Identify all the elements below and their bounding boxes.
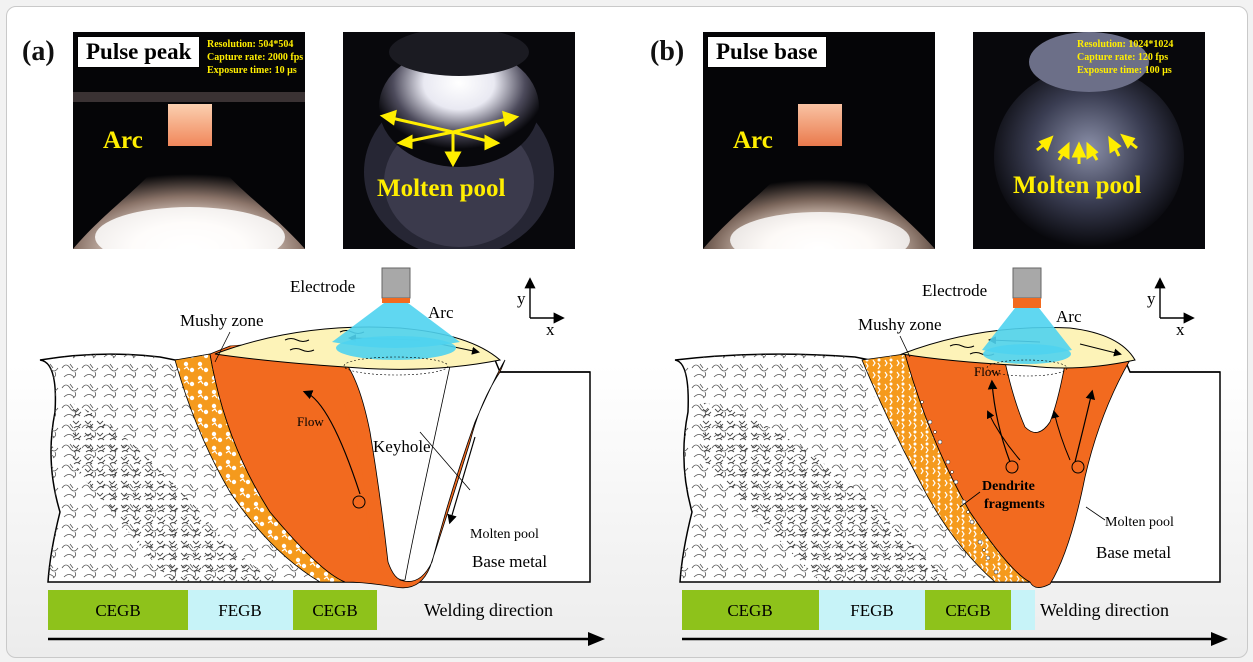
weld-diagram-a: y x Electrode Arc Mushy zone Flow Keyhol…: [39, 267, 605, 646]
axis-x-label: x: [546, 320, 555, 339]
panel-label-a: (a): [22, 36, 55, 67]
grain-band-cegb-2: [293, 590, 377, 630]
welding-direction-label: Welding direction: [1040, 600, 1169, 620]
camera-exposure: Exposure time: 10 µs: [207, 65, 297, 76]
electrode-label: Electrode: [922, 281, 987, 300]
grain-band-cegb-1: [682, 590, 819, 630]
photo-arc-label: Arc: [103, 127, 143, 154]
camera-exposure: Exposure time: 100 µs: [1077, 65, 1172, 76]
pool-photo-b: Resolution: 1024*1024 Capture rate: 120 …: [973, 32, 1205, 249]
molten-pool-label: Molten pool: [1105, 515, 1174, 530]
base-metal-label: Base metal: [1096, 543, 1171, 562]
keyhole-label: Keyhole: [373, 437, 431, 456]
axis-y-label: y: [1147, 289, 1156, 308]
grain-band-label: CEGB: [312, 601, 357, 620]
photo-pool-label: Molten pool: [377, 175, 506, 202]
camera-resolution: Resolution: 504*504: [207, 39, 294, 50]
flow-label: Flow: [974, 364, 1001, 379]
weld-diagram-b: y x Electrode Arc Mushy zone Flow Dendri…: [674, 267, 1228, 646]
grain-band-cegb-1: [48, 590, 188, 630]
camera-capture-rate: Capture rate: 2000 fps: [207, 52, 304, 63]
camera-capture-rate: Capture rate: 120 fps: [1077, 52, 1169, 63]
columnar-grain-region: [675, 354, 990, 582]
axis-y-label: y: [517, 289, 526, 308]
base-metal-label: Base metal: [472, 552, 547, 571]
arc-cone: [332, 303, 460, 348]
dendrite-label-line2: fragments: [984, 497, 1045, 512]
arc-photo-graphic: [703, 32, 935, 249]
grain-band-fegb: [819, 590, 925, 630]
dendrite-label-line1: Dendrite: [982, 479, 1035, 494]
grain-band-fegb: [188, 590, 293, 630]
xy-axes: [524, 277, 565, 324]
mushy-zone-label: Mushy zone: [858, 315, 942, 334]
xy-axes: [1154, 277, 1195, 324]
dendrite-fragments: [920, 400, 999, 575]
arc-label: Arc: [1056, 307, 1082, 326]
pool-photo-graphic: [343, 32, 575, 249]
arc-cone: [982, 308, 1072, 355]
electrode-label: Electrode: [290, 277, 355, 296]
flow-arrow: [302, 390, 361, 495]
axis-x-label: x: [1176, 320, 1185, 339]
flow-arrow: [987, 379, 1011, 463]
grain-band-label: CEGB: [727, 601, 772, 620]
welding-direction-label: Welding direction: [424, 600, 553, 620]
pool-photo-graphic: [973, 32, 1205, 249]
grain-band-label: FEGB: [218, 601, 261, 620]
flow-arrows: [379, 109, 520, 168]
arc-label: Arc: [428, 303, 454, 322]
panel-label-b: (b): [650, 36, 685, 67]
panel-a: (a) Pulse peak Resol: [0, 0, 620, 662]
pulse-state-label: Pulse base: [707, 36, 827, 68]
arc-photo-graphic: [73, 32, 305, 249]
flow-label: Flow: [297, 414, 324, 429]
arc-photo-a: Pulse peak Resolution: 504*504 Capture r…: [73, 32, 305, 249]
grain-band-label: FEGB: [850, 601, 893, 620]
grain-band-label: CEGB: [945, 601, 990, 620]
pool-photo-a: Molten pool: [343, 32, 575, 249]
molten-pool-label: Molten pool: [470, 527, 539, 542]
camera-resolution: Resolution: 1024*1024: [1077, 39, 1174, 50]
flow-arrows: [1036, 133, 1138, 164]
mushy-zone-label: Mushy zone: [180, 311, 264, 330]
pulse-state-label: Pulse peak: [77, 36, 201, 68]
grain-band-cegb-2: [925, 590, 1011, 630]
electrode: [1012, 267, 1042, 299]
camera-info: Resolution: 1024*1024 Capture rate: 120 …: [1077, 38, 1173, 77]
grain-band-label: CEGB: [95, 601, 140, 620]
arc-photo-b: Pulse base Arc: [703, 32, 935, 249]
camera-info: Resolution: 504*504 Capture rate: 2000 f…: [207, 38, 303, 77]
photo-pool-label: Molten pool: [1013, 172, 1142, 199]
photo-arc-label: Arc: [733, 127, 773, 154]
panel-b: (b) Pulse base Arc: [630, 0, 1250, 662]
electrode: [381, 267, 411, 299]
